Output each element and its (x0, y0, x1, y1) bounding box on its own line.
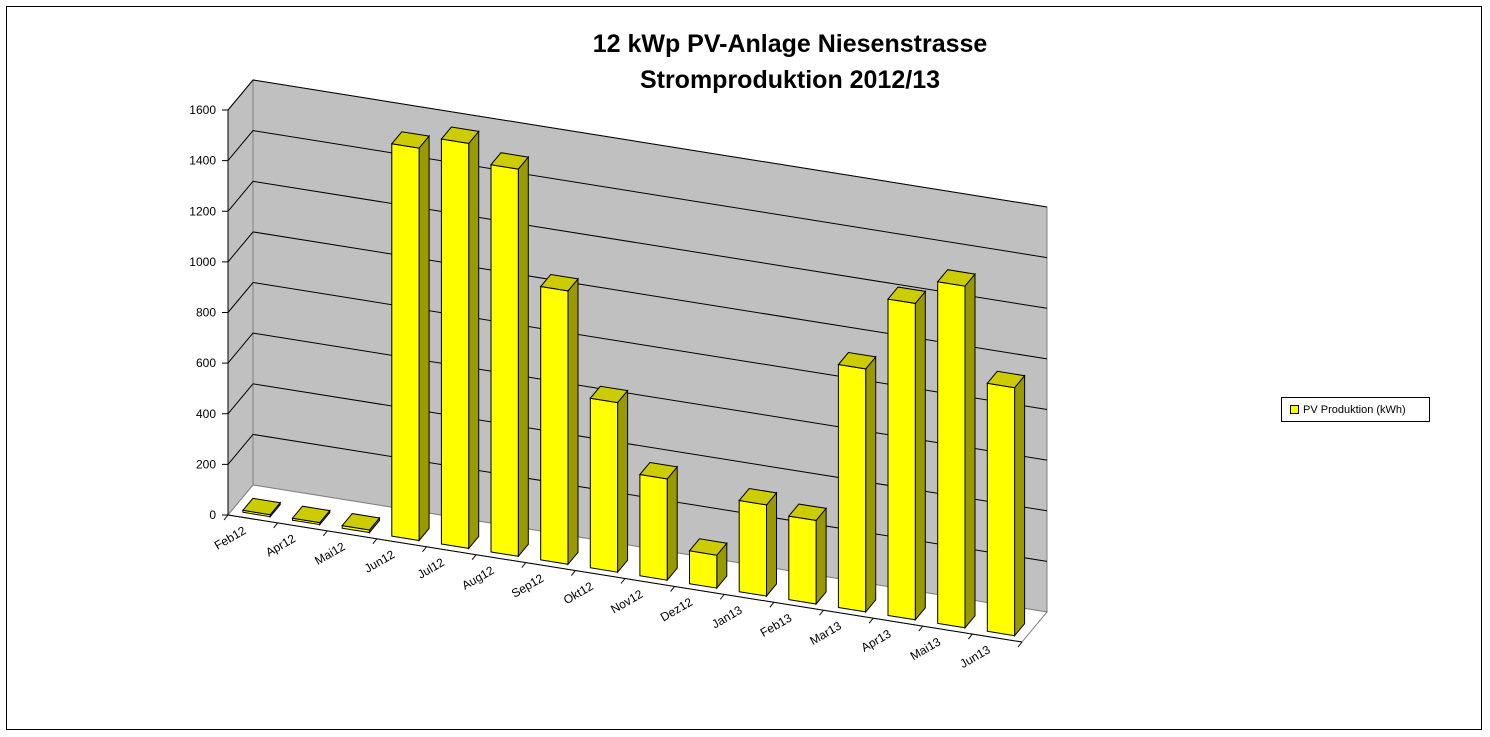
bar (639, 473, 668, 581)
x-tick-label: Feb13 (758, 611, 795, 640)
x-tick (322, 530, 328, 537)
bar-top (986, 370, 1026, 389)
y-tick-label: 400 (196, 407, 216, 421)
y-tick-label: 1200 (189, 204, 216, 218)
x-tick (620, 578, 626, 584)
x-tick-label: Dez12 (658, 595, 695, 625)
x-tick (273, 522, 279, 529)
bar (738, 499, 767, 597)
x-tick-label: Jun12 (362, 547, 398, 576)
x-tick-label: Jun13 (957, 642, 993, 671)
bar (937, 281, 966, 629)
y-tick-label: 200 (196, 457, 216, 471)
x-tick-label: Apr12 (263, 531, 298, 559)
x-tick (967, 633, 973, 640)
bar-top (390, 131, 431, 149)
x-tick (918, 625, 924, 632)
bar-side (815, 507, 827, 606)
bar-top (936, 269, 976, 287)
bar (540, 285, 569, 565)
x-tick-label: Feb12 (212, 523, 249, 552)
chart-subtitle: Stromproduktion 2012/13 (639, 66, 941, 94)
gridline (227, 332, 1048, 461)
bar (788, 515, 817, 605)
bar-side (914, 290, 926, 622)
x-tick-label: Jan13 (709, 603, 745, 632)
x-tick-label: Mai13 (908, 634, 944, 663)
bar (391, 143, 420, 542)
x-tick (372, 538, 378, 545)
bar-top (787, 503, 828, 521)
gridline (227, 281, 1048, 410)
gridline (227, 79, 1048, 208)
bar-side (418, 134, 430, 542)
bar-top (440, 126, 480, 144)
y-tick-label: 800 (196, 306, 216, 320)
bar (589, 397, 619, 573)
bar (837, 363, 867, 613)
bar (440, 138, 470, 549)
bar-top (539, 273, 579, 292)
bar-top (887, 286, 927, 304)
y-tick-label: 1400 (189, 154, 216, 168)
bar-top (738, 487, 778, 506)
legend-label: PV Produktion (kWh) (1303, 403, 1406, 416)
gridline (227, 433, 1048, 562)
x-tick (471, 554, 477, 560)
bar-top (241, 497, 282, 516)
bar (490, 164, 519, 557)
gridline (227, 231, 1048, 360)
x-tick-label: Apr13 (859, 626, 894, 654)
y-tick-label: 1000 (189, 255, 216, 269)
bar-side (517, 155, 529, 558)
bar (887, 298, 916, 621)
x-tick (719, 594, 725, 600)
bar-top (490, 152, 530, 170)
gridline (227, 383, 1048, 512)
x-tick (868, 617, 874, 624)
bar-side (666, 465, 678, 582)
chart-title: 12 kWp PV-Anlage Niesenstrasse (592, 30, 988, 58)
y-tick-label: 0 (209, 508, 216, 522)
bar-side (567, 277, 579, 566)
bar-top (589, 385, 629, 404)
bar-side (964, 272, 976, 630)
bar-top (688, 538, 728, 556)
bar-top (837, 351, 877, 370)
legend-swatch (1290, 405, 1299, 414)
bar-top (638, 461, 679, 480)
x-tick (223, 514, 229, 521)
x-tick-label: Mai12 (312, 539, 348, 568)
bar-top (341, 513, 381, 531)
x-tick-label: Sep12 (509, 571, 546, 601)
x-tick (521, 562, 527, 568)
y-tick-label: 1600 (189, 103, 216, 117)
x-tick-label: Okt12 (561, 579, 596, 607)
gridline (227, 130, 1048, 259)
x-tick-label: Mar13 (807, 619, 844, 648)
x-tick-label: Nov12 (608, 587, 645, 617)
x-tick (1017, 641, 1023, 648)
y-tick-label: 600 (196, 356, 216, 370)
bar-side (1014, 374, 1026, 638)
x-tick-label: Jul12 (415, 555, 447, 582)
bar-side (468, 130, 480, 550)
legend: PV Produktion (kWh) (1281, 397, 1430, 422)
bar-side (617, 389, 629, 574)
x-tick-label: Aug12 (459, 563, 496, 593)
x-tick (819, 609, 824, 616)
bar-side (865, 355, 877, 614)
bar (689, 550, 718, 589)
gridline (227, 180, 1048, 309)
bar-side (766, 491, 777, 598)
x-tick (769, 602, 775, 608)
bar-top (291, 505, 331, 524)
x-tick (570, 570, 576, 576)
x-tick (670, 586, 676, 592)
x-tick (422, 546, 427, 553)
bar (986, 382, 1016, 637)
